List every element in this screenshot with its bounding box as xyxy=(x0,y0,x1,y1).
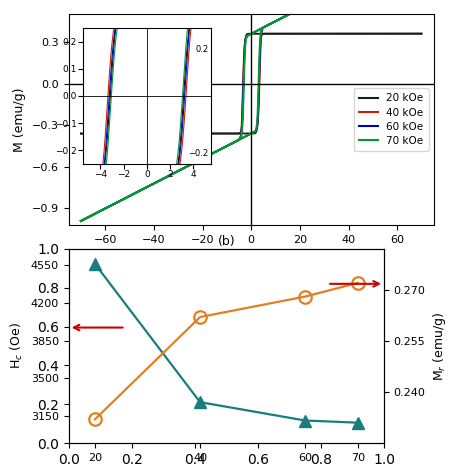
X-axis label: Magnetic Field (kOe): Magnetic Field (kOe) xyxy=(187,250,316,264)
Text: −0.2: −0.2 xyxy=(188,149,209,158)
Y-axis label: M$_r$ (emu/g): M$_r$ (emu/g) xyxy=(431,311,448,381)
Text: 0.2: 0.2 xyxy=(195,45,209,54)
Y-axis label: M (emu/g): M (emu/g) xyxy=(13,87,27,152)
Y-axis label: H$_c$ (Oe): H$_c$ (Oe) xyxy=(9,323,25,369)
Title: (b): (b) xyxy=(218,235,235,248)
Legend: 20 kOe, 40 kOe, 60 kOe, 70 kOe: 20 kOe, 40 kOe, 60 kOe, 70 kOe xyxy=(354,88,428,151)
